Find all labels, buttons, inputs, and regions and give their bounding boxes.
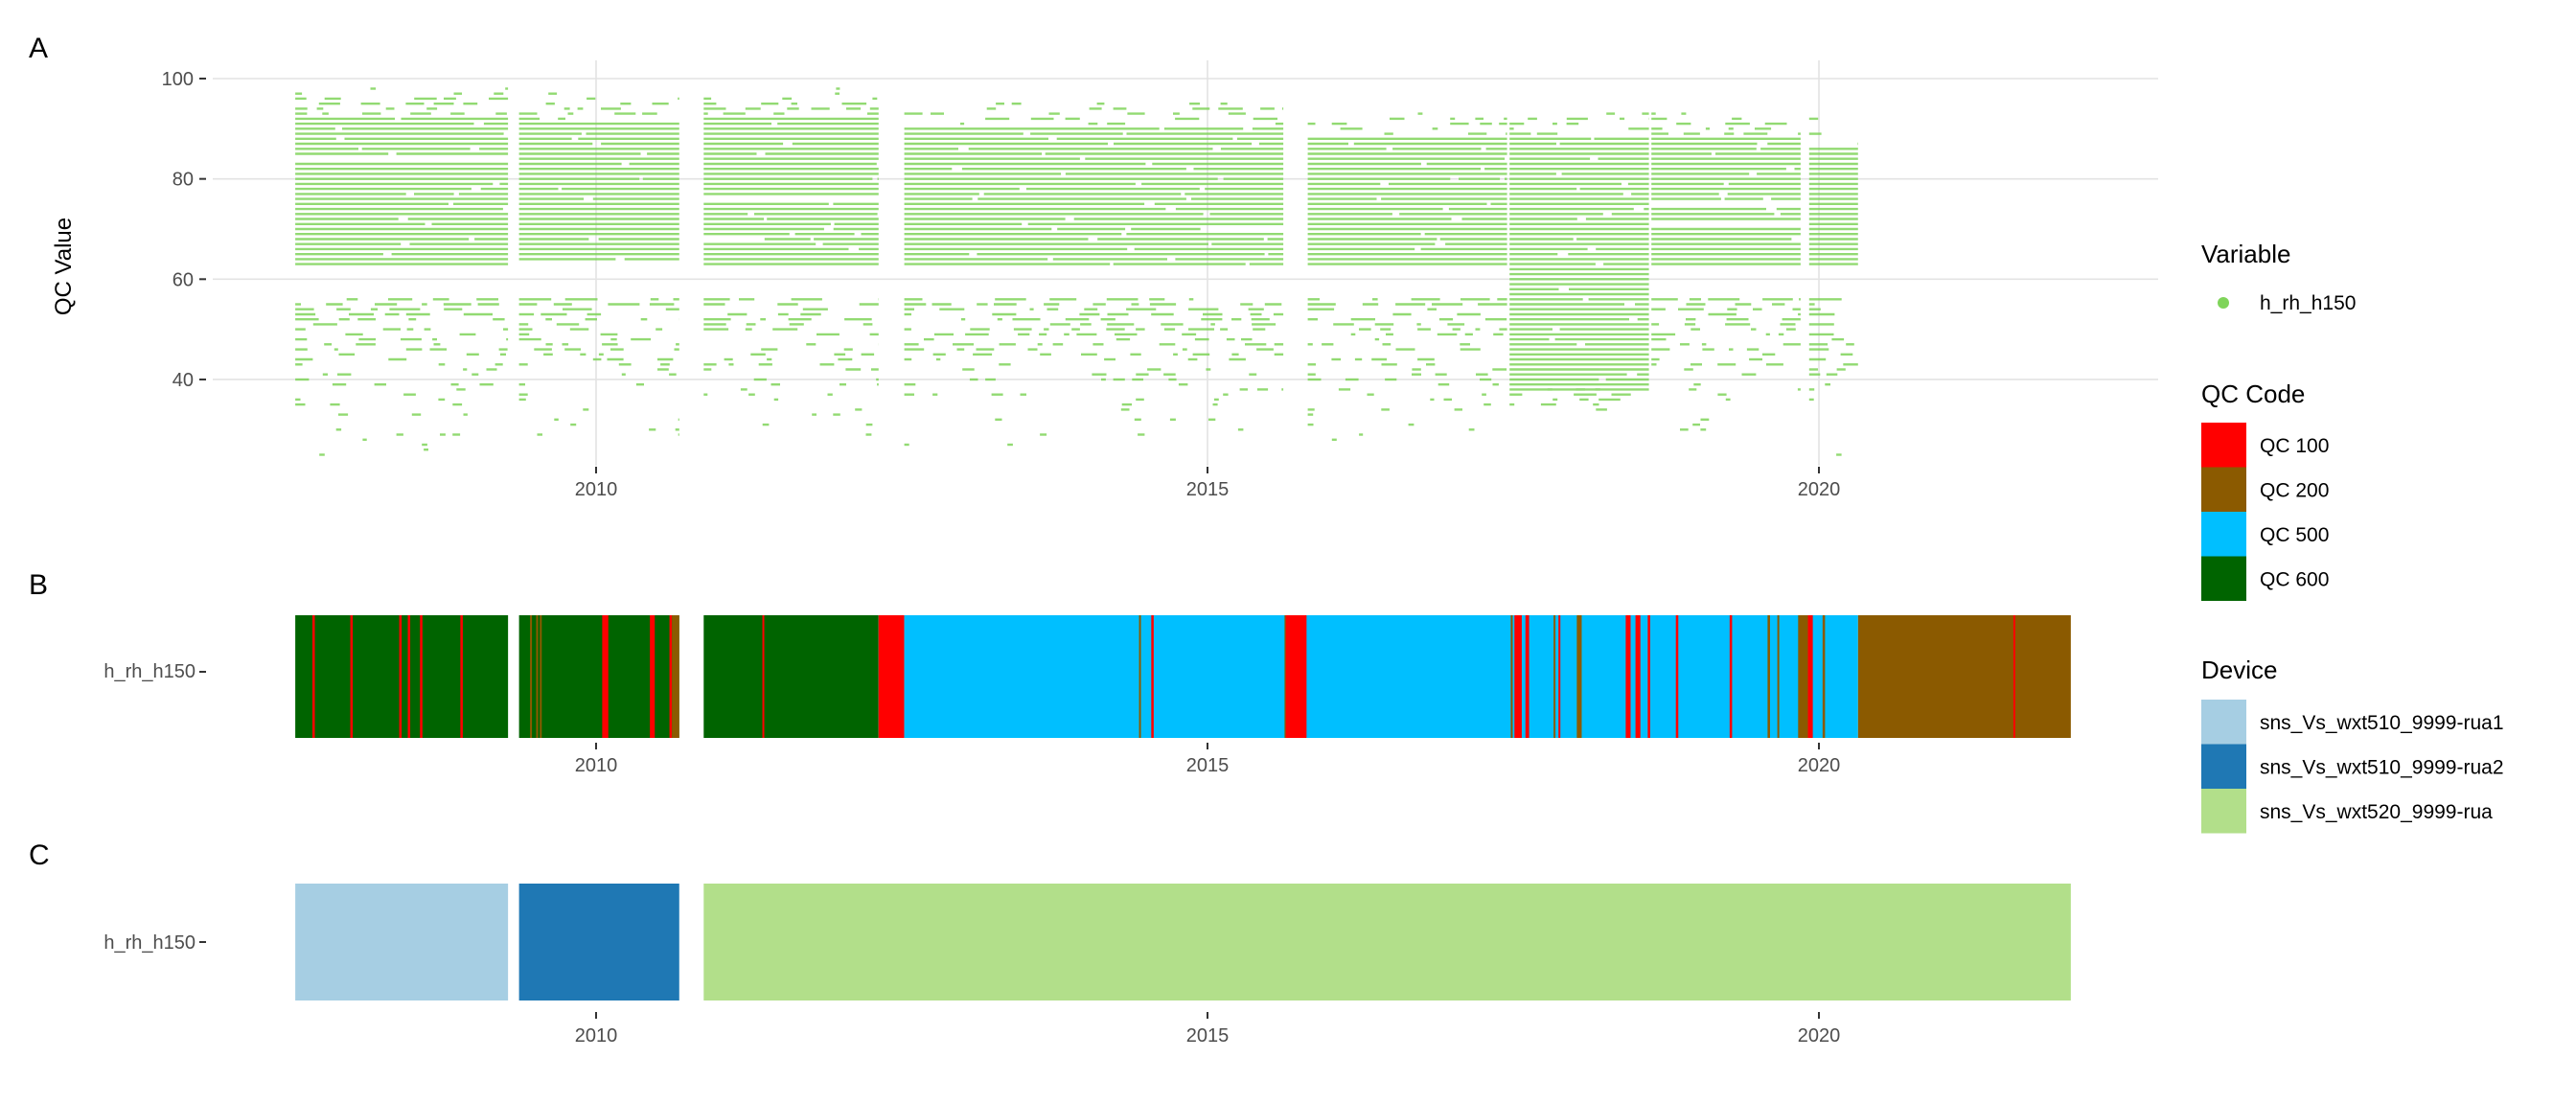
qc-segment: [878, 615, 905, 738]
qc-segment: [1558, 615, 1561, 738]
legend-qc-label: QC 100: [2260, 435, 2329, 457]
device-segment: [518, 884, 679, 1000]
x-tick-label: 2015: [1186, 755, 1230, 776]
qc-segment: [530, 615, 533, 738]
qc-segment: [460, 615, 463, 738]
device-segment: [295, 884, 509, 1000]
y-tick-label: 80: [172, 170, 194, 191]
qc-segment: [407, 615, 411, 738]
x-tick-label: 2015: [1186, 1025, 1230, 1046]
x-tick-label: 2020: [1798, 755, 1841, 776]
qc-segment: [1647, 615, 1650, 738]
qc-segment: [669, 615, 673, 738]
y-tick-label: 60: [172, 269, 194, 290]
legend-qc-label: QC 600: [2260, 569, 2329, 591]
qc-segment: [1138, 615, 1141, 738]
qc-segment: [1729, 615, 1733, 738]
x-tick-label: 2010: [575, 1025, 618, 1046]
qc-segment: [420, 615, 423, 738]
legend-device-swatch: [2201, 744, 2246, 789]
legend-qc-swatch: [2201, 512, 2246, 557]
device-segment: [703, 884, 2071, 1000]
qc-segment: [1151, 615, 1154, 738]
legend-variable-label: h_rh_h150: [2260, 292, 2356, 314]
y-axis-title: QC Value: [51, 218, 77, 315]
qc-segment: [1525, 615, 1530, 738]
legend-qc-label: QC 200: [2260, 480, 2329, 502]
qc-segment: [904, 615, 1858, 738]
scatter-points: [295, 87, 1858, 456]
legend-qc-swatch: [2201, 423, 2246, 468]
legend-device-label: sns_Vs_wxt510_9999-rua1: [2260, 712, 2504, 734]
qc-segment: [703, 615, 879, 738]
panel-a-tag: A: [29, 33, 48, 64]
panel-c-tag: C: [29, 840, 50, 871]
qc-segment: [540, 615, 542, 738]
y-tick-label: 40: [172, 370, 194, 391]
legend: Variable h_rh_h150 QC Code QC 100 QC 200 Q…: [2201, 240, 2504, 834]
qc-segment: [1675, 615, 1679, 738]
qc-segment: [672, 615, 679, 738]
qc-segment: [1635, 615, 1641, 738]
qc-segment: [518, 615, 679, 738]
panel-b-qc-strip: h_rh_h150 2010 2015 2020: [104, 615, 2071, 776]
qc-segment: [1284, 615, 1287, 738]
legend-device-label: sns_Vs_wxt510_9999-rua2: [2260, 757, 2504, 779]
qc-segment: [1285, 615, 1307, 738]
legend-device-label: sns_Vs_wxt520_9999-rua: [2260, 801, 2493, 823]
x-tick-label: 2015: [1186, 479, 1230, 500]
qc-segment: [1514, 615, 1522, 738]
qc-segment: [650, 615, 656, 738]
x-tick-label: 2010: [575, 479, 618, 500]
qc-segment: [602, 615, 609, 738]
panel-c-device-strip: h_rh_h150 2010 2015 2020: [104, 884, 2071, 1046]
panel-c-y-tick-label: h_rh_h150: [104, 932, 196, 954]
qc-segment: [1857, 615, 2071, 738]
x-tick-label: 2010: [575, 755, 618, 776]
legend-qc-title: QC Code: [2201, 380, 2305, 408]
panel-a-scatter: QC Value 40 60 80 100 2010 2015 2020: [51, 60, 2158, 500]
legend-device-swatch: [2201, 789, 2246, 834]
panel-b-tag: B: [29, 569, 48, 601]
qc-segment: [1767, 615, 1770, 738]
x-tick-label: 2020: [1798, 479, 1841, 500]
x-tick-label: 2020: [1798, 1025, 1841, 1046]
qc-segment: [536, 615, 539, 738]
y-tick-label: 100: [162, 69, 194, 90]
qc-segment: [311, 615, 315, 738]
qc-segment: [1777, 615, 1780, 738]
qc-segment: [1798, 615, 1808, 738]
legend-qc-label: QC 500: [2260, 524, 2329, 546]
legend-device-swatch: [2201, 700, 2246, 745]
qc-segment: [399, 615, 402, 738]
qc-segment: [1625, 615, 1631, 738]
legend-variable-title: Variable: [2201, 240, 2290, 268]
legend-device-title: Device: [2201, 656, 2277, 684]
panel-b-y-tick-label: h_rh_h150: [104, 661, 196, 682]
qc-segment: [1510, 615, 1513, 738]
qc-segment: [1822, 615, 1826, 738]
qc-segment: [762, 615, 765, 738]
legend-qc-swatch: [2201, 556, 2246, 601]
legend-qc-swatch: [2201, 467, 2246, 512]
qc-segment: [1553, 615, 1556, 738]
qc-segment: [350, 615, 354, 738]
qc-segment: [2012, 615, 2015, 738]
legend-variable-dot-icon: [2218, 297, 2229, 309]
qc-segment: [1576, 615, 1582, 738]
qc-segment: [1807, 615, 1813, 738]
